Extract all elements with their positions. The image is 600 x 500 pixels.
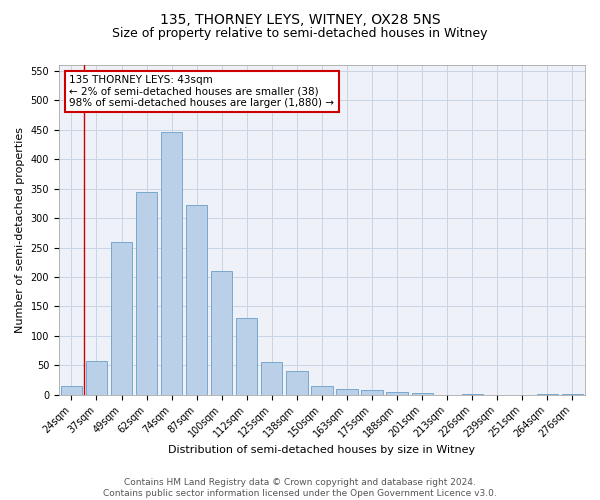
Bar <box>236 318 257 395</box>
Bar <box>461 394 483 395</box>
Bar <box>311 386 332 395</box>
Bar <box>412 393 433 395</box>
Text: 135, THORNEY LEYS, WITNEY, OX28 5NS: 135, THORNEY LEYS, WITNEY, OX28 5NS <box>160 12 440 26</box>
X-axis label: Distribution of semi-detached houses by size in Witney: Distribution of semi-detached houses by … <box>169 445 476 455</box>
Bar <box>386 392 408 395</box>
Bar <box>86 360 107 395</box>
Bar <box>136 192 157 395</box>
Bar <box>537 394 558 395</box>
Bar <box>61 386 82 395</box>
Bar <box>286 372 308 395</box>
Bar <box>337 389 358 395</box>
Bar <box>562 394 583 395</box>
Bar <box>111 242 132 395</box>
Bar <box>261 362 283 395</box>
Bar <box>186 205 208 395</box>
Bar <box>161 132 182 395</box>
Y-axis label: Number of semi-detached properties: Number of semi-detached properties <box>15 127 25 333</box>
Text: Contains HM Land Registry data © Crown copyright and database right 2024.
Contai: Contains HM Land Registry data © Crown c… <box>103 478 497 498</box>
Bar <box>211 271 232 395</box>
Text: Size of property relative to semi-detached houses in Witney: Size of property relative to semi-detach… <box>112 28 488 40</box>
Bar <box>361 390 383 395</box>
Text: 135 THORNEY LEYS: 43sqm
← 2% of semi-detached houses are smaller (38)
98% of sem: 135 THORNEY LEYS: 43sqm ← 2% of semi-det… <box>70 75 334 108</box>
